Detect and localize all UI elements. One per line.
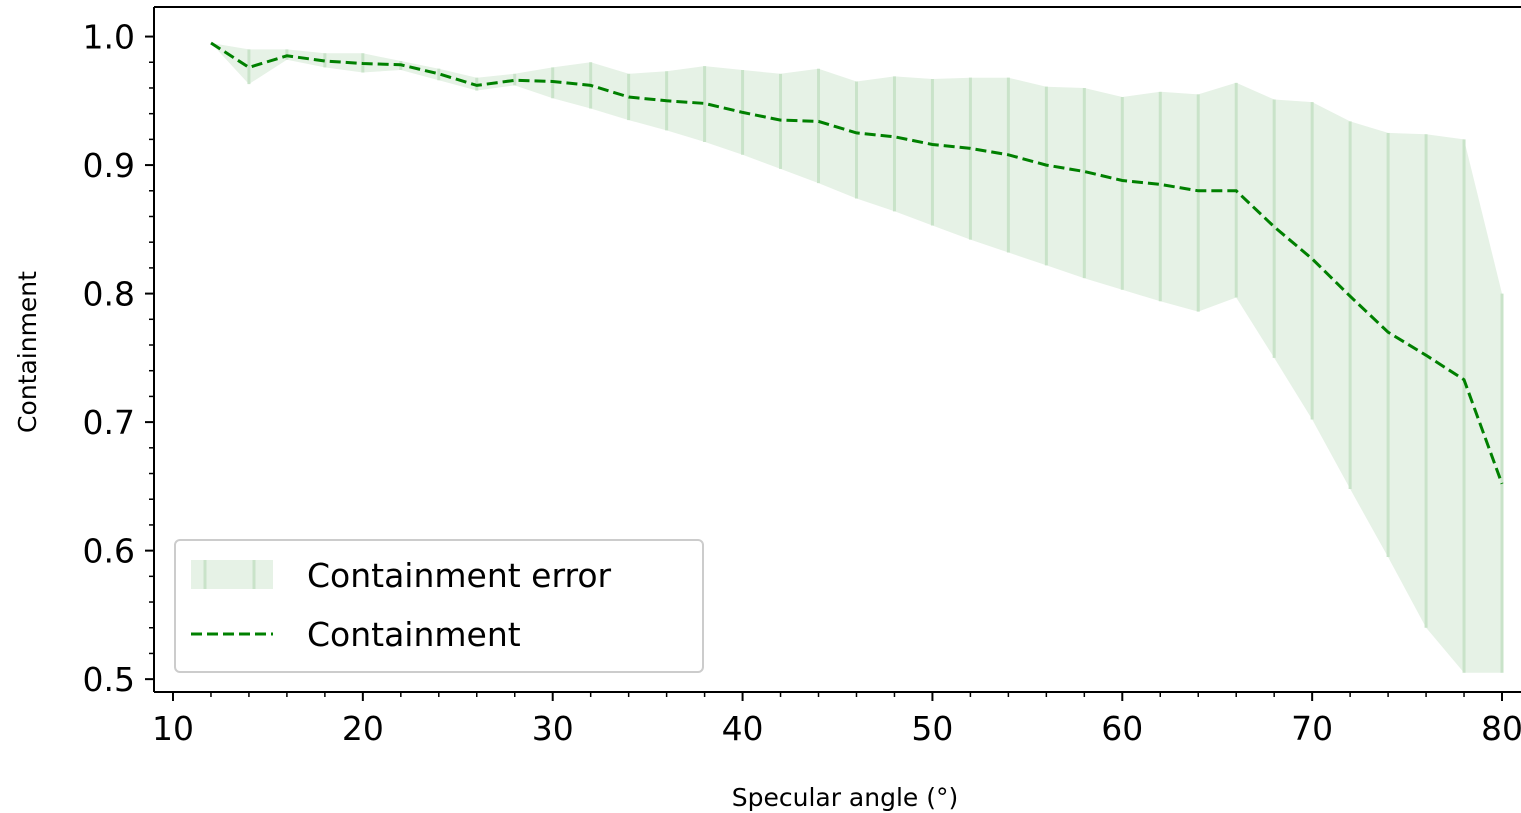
y-axis-label: Containment: [13, 271, 42, 433]
x-axis-label: Specular angle (°): [732, 783, 959, 812]
y-tick-label: 0.8: [83, 275, 135, 314]
x-tick-label: 50: [911, 709, 953, 748]
line-layer: [210, 41, 1504, 485]
y-tick-label: 0.5: [83, 660, 135, 699]
legend-frame: [174, 539, 704, 673]
x-tick-label: 20: [342, 709, 384, 748]
x-tick-label: 80: [1481, 709, 1521, 748]
legend: Containment error Containment: [174, 539, 704, 673]
x-axis-ticks: 10 20 30 40 50 60 70 80: [152, 692, 1521, 748]
y-tick-label: 0.7: [83, 403, 135, 442]
y-tick-label: 0.9: [83, 146, 135, 185]
legend-swatch-band: [191, 560, 273, 589]
x-tick-label: 60: [1101, 709, 1143, 748]
x-tick-label: 10: [152, 709, 194, 748]
legend-label-line: Containment: [307, 615, 521, 654]
x-tick-label: 70: [1291, 709, 1333, 748]
error-band: [211, 43, 1502, 673]
containment-line: [210, 41, 1504, 485]
x-tick-label: 40: [722, 709, 764, 748]
y-axis-ticks: 0.5 0.6 0.7 0.8 0.9 1.0: [83, 18, 154, 699]
y-tick-label: 1.0: [83, 18, 135, 57]
y-tick-label: 0.6: [83, 532, 135, 571]
axes: [153, 6, 1521, 693]
x-tick-label: 30: [532, 709, 574, 748]
legend-label-band: Containment error: [307, 556, 612, 595]
